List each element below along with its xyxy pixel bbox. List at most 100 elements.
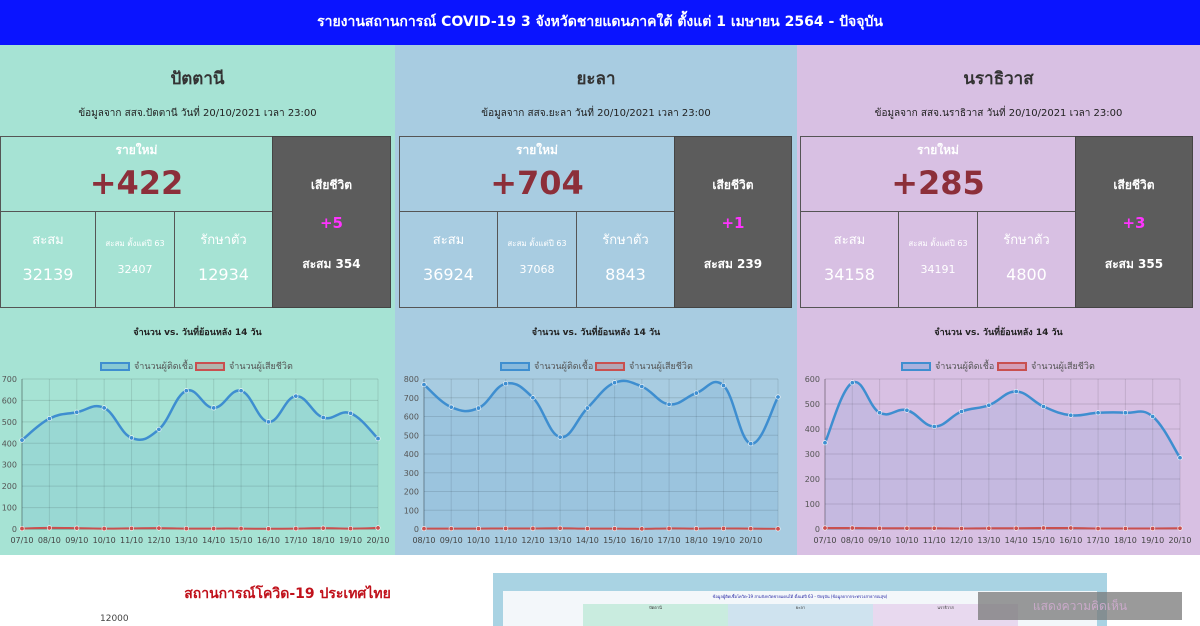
new-cases-label: รายใหม่ [917,143,959,157]
data-point-infected [74,409,80,415]
data-point-infected [183,388,189,394]
deaths-label: เสียชีวิต [1113,178,1155,192]
x-tick-label: 20/10 [366,536,389,545]
treating-label: รักษาตัว [1003,233,1050,248]
deaths-new-value: +3 [1122,214,1146,232]
y-tick-label: 0 [414,525,419,534]
data-point-deaths [959,526,965,532]
x-tick-label: 18/10 [312,536,335,545]
legend-item-infected[interactable]: จำนวนผู้ติดเชื้อ [500,361,600,373]
new-cases-label: รายใหม่ [516,143,558,157]
y-tick-label: 700 [404,394,419,403]
series-area-infected [22,390,378,529]
data-point-deaths [849,525,855,531]
data-point-deaths [986,525,992,531]
data-point-deaths [904,525,910,531]
y-tick-label: 200 [2,482,17,491]
x-tick-label: 19/10 [339,536,362,545]
legend-label-deaths: จำนวนผู้เสียชีวิต [1031,362,1095,372]
data-point-deaths [639,526,645,532]
page-title: รายงานสถานการณ์ COVID-19 3 จังหวัดชายแดน… [317,14,883,30]
deaths-new-value: +1 [721,214,745,232]
data-point-infected [1122,410,1128,416]
province-panel-pattani: ปัตตานี ข้อมูลจาก สสจ.ปัตตานี วันที่ 20/… [0,45,395,555]
data-point-infected [1150,413,1156,419]
x-tick-label: 12/10 [950,536,973,545]
x-tick-label: 20/10 [739,536,762,545]
new-cases-box: รายใหม่ +704 [399,136,675,212]
x-tick-label: 12/10 [521,536,544,545]
chart-legend: จำนวนผู้ติดเชื้อ จำนวนผู้เสียชีวิต [395,361,797,373]
page-header: รายงานสถานการณ์ COVID-19 3 จังหวัดชายแดน… [0,0,1200,45]
x-tick-label: 08/10 [841,536,864,545]
x-tick-label: 16/10 [257,536,280,545]
data-point-deaths [1040,525,1046,531]
legend-item-deaths[interactable]: จำนวนผู้เสียชีวิต [997,361,1107,373]
cumulative-box: สะสม 36924 [399,212,498,308]
cumulative-since-63-label: สะสม ตั้งแต่ปี 63 [507,239,567,248]
province-name: นราธิวาส [963,69,1034,89]
data-point-deaths [1095,526,1101,532]
data-point-infected [421,382,427,388]
data-point-deaths [530,525,536,531]
data-point-deaths [156,525,162,531]
province-panel-narathiwat: นราธิวาส ข้อมูลจาก สสจ.นราธิวาส วันที่ 2… [797,45,1200,555]
legend-label-infected: จำนวนผู้ติดเชื้อ [534,362,594,372]
series-area-infected [424,380,778,529]
x-tick-label: 09/10 [440,536,463,545]
y-tick-label: 600 [805,375,820,384]
legend-item-infected[interactable]: จำนวนผู้ติดเชื้อ [100,361,200,373]
y-tick-label: 100 [2,504,17,513]
chart-title: จำนวน vs. วันที่ย้อนหลัง 14 วัน [934,328,1063,338]
x-tick-label: 08/10 [38,536,61,545]
x-tick-label: 13/10 [175,536,198,545]
cumulative-since-63-box: สะสม ตั้งแต่ปี 63 34191 [898,212,978,308]
cumulative-since-63-value: 32407 [117,263,153,276]
chart-title: จำนวน vs. วันที่ย้อนหลัง 14 วัน [531,328,661,338]
x-tick-label: 09/10 [65,536,88,545]
deaths-label: เสียชีวิต [310,178,353,192]
data-point-deaths [448,526,454,532]
legend-item-deaths[interactable]: จำนวนผู้เสียชีวิต [195,361,305,373]
data-point-infected [721,383,727,389]
data-point-infected [211,405,217,411]
data-point-deaths [584,526,590,532]
deaths-box: เสียชีวิต +5 สะสม 354 [272,136,391,308]
thailand-chart-y-tick: 12000 [100,614,129,624]
x-tick-label: 18/10 [1114,536,1137,545]
legend-item-deaths[interactable]: จำนวนผู้เสียชีวิต [595,361,705,373]
data-point-infected [19,437,25,443]
y-tick-label: 500 [404,431,419,440]
treating-value: 4800 [1006,265,1047,284]
cumulative-since-63-value: 34191 [920,263,956,276]
data-point-infected [530,395,536,401]
data-point-deaths [265,526,271,532]
data-point-deaths [693,526,699,532]
y-tick-label: 200 [404,488,419,497]
deaths-cumulative-value: สะสม 354 [302,257,361,271]
thumbnail-col-pattani: ปัตตานี [583,604,728,626]
data-point-deaths [931,525,937,531]
y-tick-label: 600 [404,413,419,422]
series-line-infected [21,389,379,442]
chart-legend: จำนวนผู้ติดเชื้อ จำนวนผู้เสียชีวิต [0,361,395,373]
treating-box: รักษาตัว 8843 [576,212,675,308]
data-point-infected [931,423,937,429]
treating-value: 12934 [198,265,249,284]
series-line-deaths [824,526,1181,530]
data-point-infected [375,436,381,442]
x-tick-label: 16/10 [1059,536,1082,545]
comment-overlay-button[interactable]: แสดงความคิดเห็น [978,592,1182,620]
x-tick-label: 10/10 [895,536,918,545]
x-tick-label: 20/10 [1168,536,1191,545]
y-tick-label: 200 [805,475,820,484]
x-tick-label: 19/10 [1141,536,1164,545]
data-source: ข้อมูลจาก สสจ.ปัตตานี วันที่ 20/10/2021 … [78,108,317,119]
legend-item-infected[interactable]: จำนวนผู้ติดเชื้อ [901,361,1001,373]
cumulative-since-63-label: สะสม ตั้งแต่ปี 63 [908,239,968,248]
cumulative-label: สะสม [833,233,866,248]
data-point-deaths [348,526,354,532]
data-point-deaths [666,525,672,531]
cumulative-since-63-box: สะสม ตั้งแต่ปี 63 37068 [497,212,577,308]
new-cases-value: +285 [891,164,985,202]
